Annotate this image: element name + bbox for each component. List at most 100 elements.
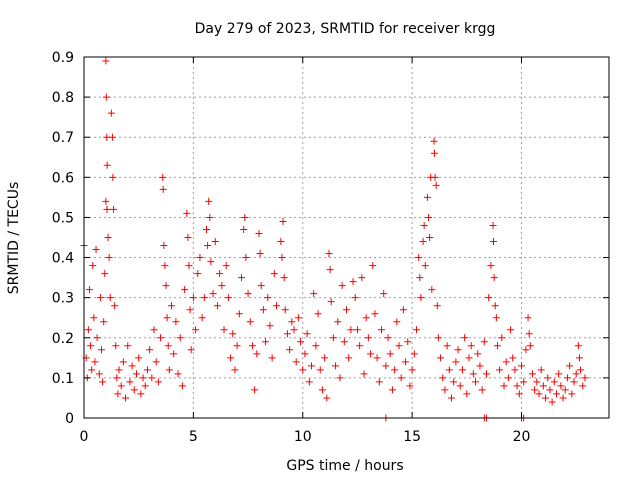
- data-point: [421, 262, 429, 270]
- data-point: [577, 366, 585, 374]
- data-point: [96, 294, 104, 302]
- data-point: [102, 93, 110, 101]
- data-point: [206, 213, 214, 221]
- data-point: [371, 310, 379, 318]
- data-point: [292, 358, 300, 366]
- data-point: [318, 386, 326, 394]
- data-point: [93, 334, 101, 342]
- data-point: [229, 330, 237, 338]
- data-point: [101, 270, 109, 278]
- data-point: [384, 334, 392, 342]
- data-point: [408, 366, 416, 374]
- data-point: [472, 378, 480, 386]
- data-point: [141, 382, 149, 390]
- data-point: [323, 394, 331, 402]
- y-tick-label: 0.6: [52, 170, 74, 186]
- data-point: [570, 378, 578, 386]
- data-point: [218, 282, 226, 290]
- data-point: [380, 290, 388, 298]
- data-point: [84, 326, 92, 334]
- data-point: [498, 334, 506, 342]
- data-point: [340, 338, 348, 346]
- data-point: [183, 209, 191, 217]
- data-point: [420, 221, 428, 229]
- data-point: [415, 254, 423, 262]
- y-tick-label: 0: [65, 411, 74, 427]
- data-point: [286, 346, 294, 354]
- data-point: [216, 270, 224, 278]
- data-point: [437, 354, 445, 362]
- data-point: [504, 374, 512, 382]
- data-point: [108, 133, 116, 141]
- data-point: [431, 173, 439, 181]
- data-point: [469, 370, 477, 378]
- data-point: [114, 390, 122, 398]
- data-point: [557, 382, 565, 390]
- data-point: [231, 366, 239, 374]
- data-point: [130, 386, 138, 394]
- data-point: [443, 342, 451, 350]
- data-point: [266, 322, 274, 330]
- data-point: [299, 366, 307, 374]
- data-point: [184, 234, 192, 241]
- data-point: [378, 326, 385, 334]
- data-point: [305, 378, 313, 386]
- data-point: [303, 330, 311, 338]
- y-tick-label: 0.5: [52, 210, 74, 226]
- data-point: [417, 294, 425, 302]
- data-point: [301, 350, 309, 358]
- x-tick-label: 20: [513, 429, 531, 445]
- data-point: [487, 262, 495, 270]
- data-point: [356, 342, 364, 350]
- data-point: [164, 342, 172, 350]
- data-point: [310, 290, 318, 298]
- data-point: [297, 338, 305, 346]
- x-tick-label: 15: [403, 429, 421, 445]
- data-point: [187, 346, 195, 354]
- data-point: [413, 326, 420, 334]
- data-point: [126, 378, 134, 386]
- data-point: [334, 318, 342, 326]
- data-point: [314, 310, 322, 318]
- data-point: [454, 346, 462, 354]
- data-point: [522, 346, 530, 354]
- chart-title: Day 279 of 2023, SRMTID for receiver krg…: [195, 21, 496, 37]
- data-point: [397, 374, 405, 382]
- data-point: [404, 338, 412, 346]
- data-point: [128, 362, 136, 370]
- data-point: [113, 374, 121, 382]
- data-point: [262, 338, 270, 346]
- data-point: [106, 294, 114, 302]
- data-point: [428, 286, 436, 294]
- data-point: [178, 382, 186, 390]
- data-point: [474, 350, 482, 358]
- data-point: [259, 306, 267, 314]
- data-point: [364, 334, 372, 342]
- data-point: [224, 294, 232, 302]
- data-point: [423, 193, 431, 201]
- data-point: [103, 205, 111, 213]
- data-point: [445, 366, 453, 374]
- data-point: [205, 197, 213, 205]
- data-point: [493, 342, 501, 350]
- data-point: [148, 374, 156, 382]
- data-point: [92, 246, 100, 254]
- data-point: [399, 306, 407, 314]
- data-point: [89, 262, 97, 270]
- data-point: [410, 350, 418, 358]
- data-point: [467, 342, 475, 350]
- data-point: [430, 149, 438, 157]
- data-point: [542, 394, 550, 402]
- data-point: [515, 390, 523, 398]
- data-point: [87, 342, 95, 350]
- data-point: [100, 318, 108, 326]
- data-point: [465, 354, 473, 362]
- data-point: [280, 274, 288, 282]
- data-point: [159, 173, 167, 181]
- data-point: [288, 318, 296, 326]
- y-axis-label: SRMTID / TECUs: [6, 182, 22, 295]
- data-point: [358, 274, 366, 282]
- data-point: [561, 386, 569, 394]
- data-point: [163, 314, 171, 322]
- data-point: [119, 358, 127, 366]
